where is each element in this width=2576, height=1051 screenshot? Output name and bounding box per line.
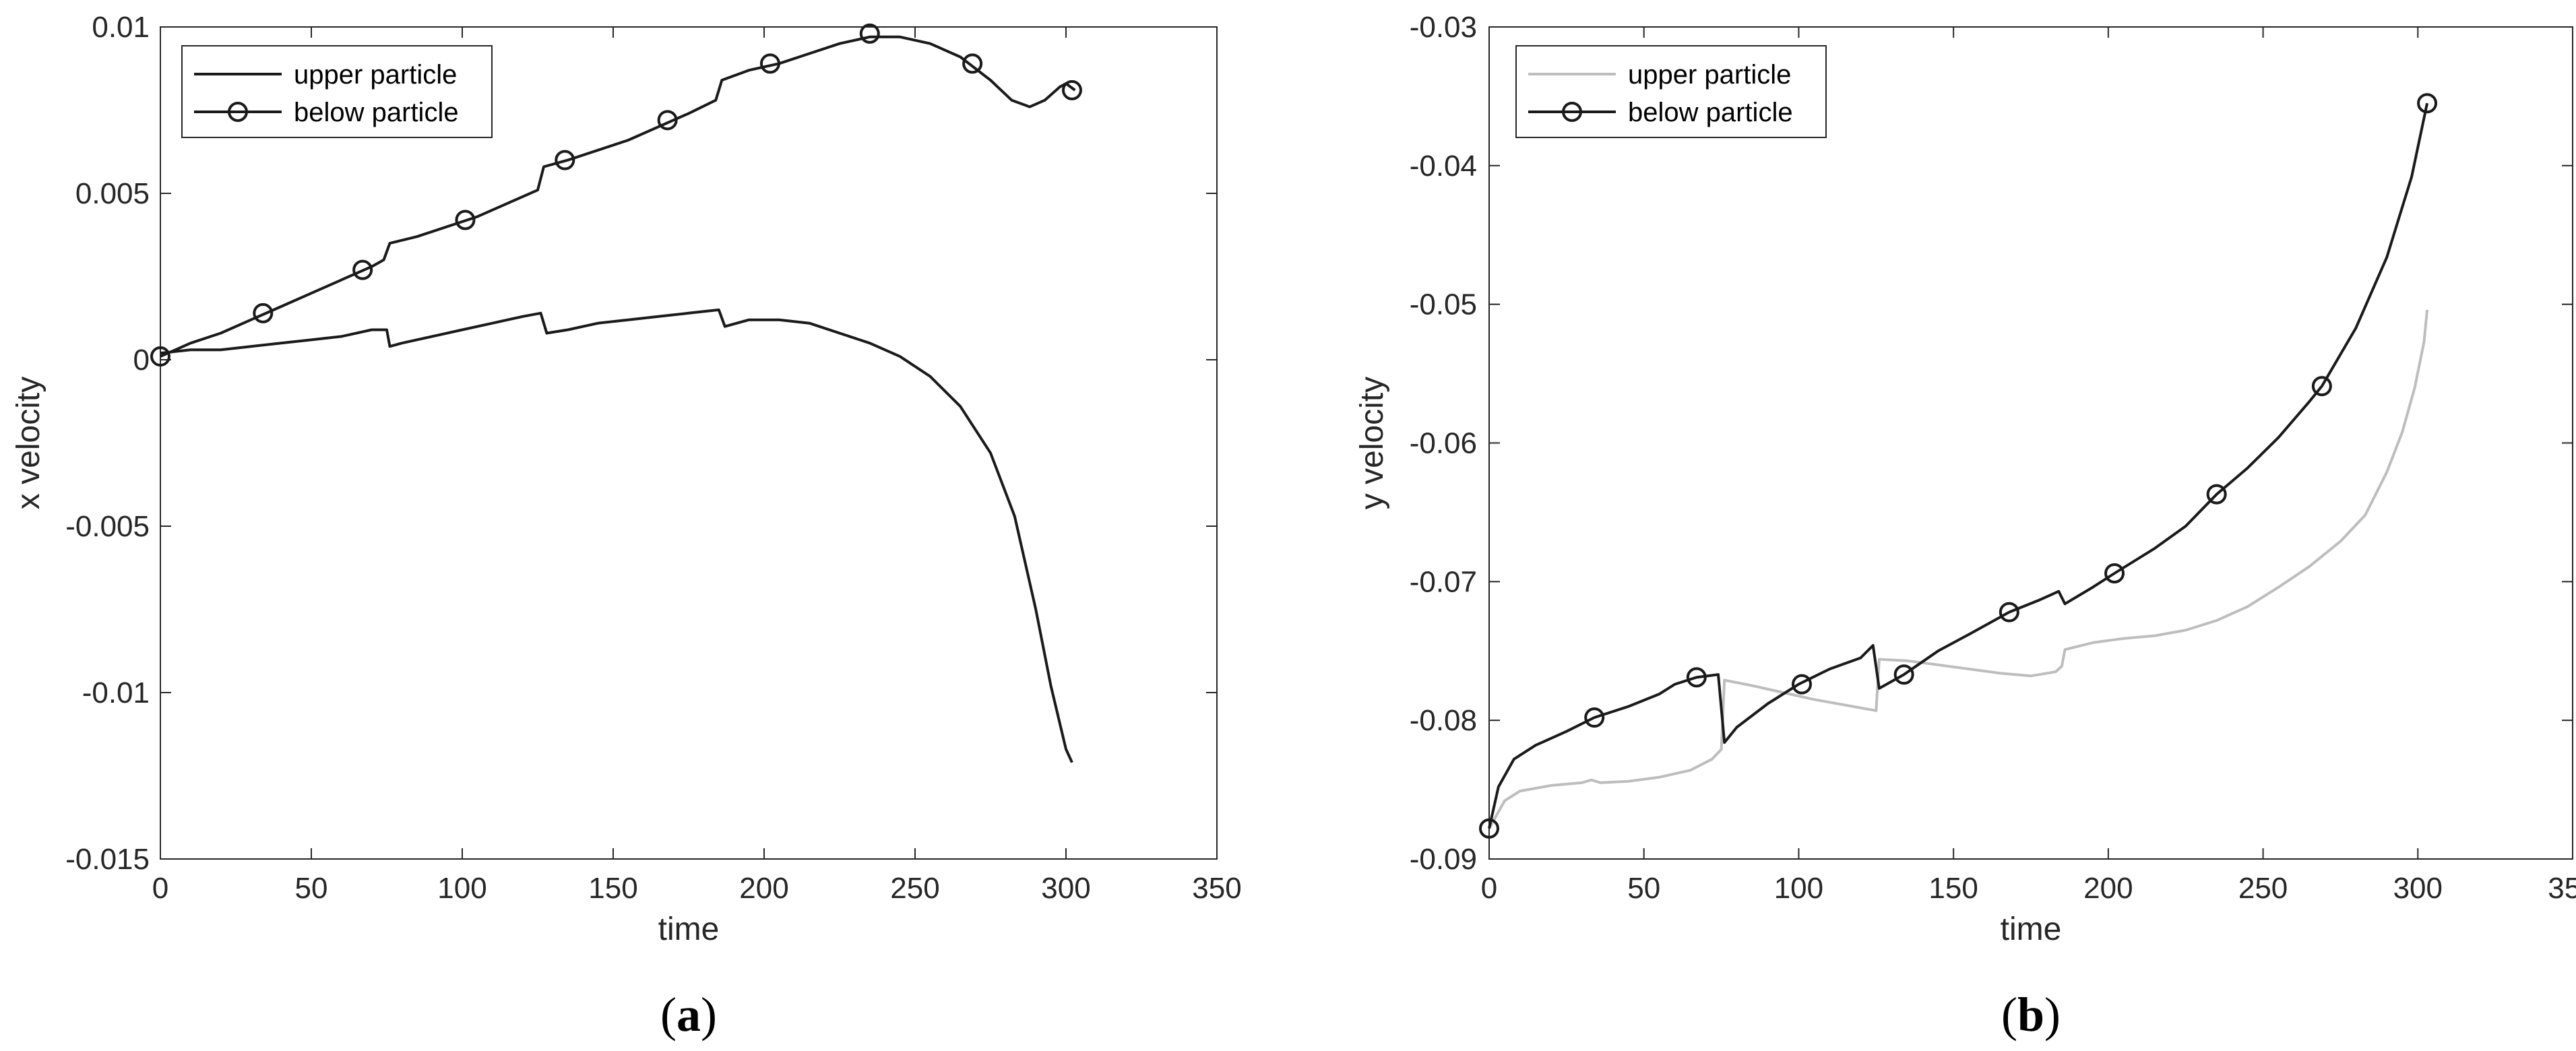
- data-point: [150, 346, 170, 367]
- data-point: [1686, 667, 1707, 688]
- series-line: [160, 35, 1076, 358]
- legend: upper particle below particle: [1515, 45, 1827, 138]
- x-tick-label: 250: [890, 872, 939, 905]
- data-point: [253, 302, 274, 323]
- data-point: [2206, 484, 2227, 505]
- legend: upper particle below particle: [181, 45, 493, 138]
- y-tick-label: 0.005: [75, 177, 150, 210]
- x-tick-label: 250: [2238, 872, 2288, 905]
- y-tick-label: -0.005: [65, 510, 150, 543]
- y-tick-label: -0.05: [1410, 288, 1477, 321]
- series-line: [160, 308, 1073, 763]
- data-point: [962, 53, 983, 74]
- x-axis-label: time: [658, 912, 720, 947]
- series-line: [1488, 102, 2429, 829]
- data-point: [352, 259, 373, 280]
- legend-label: below particle: [294, 98, 459, 127]
- data-point: [2104, 563, 2125, 583]
- data-point: [2311, 376, 2332, 397]
- x-tick-label: 150: [1928, 872, 1978, 905]
- x-tick-label: 150: [588, 872, 637, 905]
- chart-a: 0 50 100 150 200 250 300 350 -0.015 -0.01 -0.005 0 0…: [11, 11, 1242, 1042]
- x-tick-label: 200: [2083, 872, 2133, 905]
- panel-label: (b): [2001, 988, 2061, 1042]
- data-point: [555, 150, 575, 170]
- y-tick-label: -0.07: [1410, 565, 1477, 598]
- x-tick-label: 300: [2393, 872, 2443, 905]
- data-point: [1893, 664, 1914, 685]
- y-tick-label: -0.09: [1410, 843, 1477, 876]
- y-tick-label: -0.06: [1410, 427, 1477, 460]
- data-point: [1061, 79, 1082, 100]
- x-tick-label: 0: [152, 872, 168, 905]
- x-tick-label: 100: [437, 872, 486, 905]
- x-axis-label: time: [2001, 912, 2062, 947]
- plot-area: [1488, 26, 2573, 860]
- y-tick-label: -0.015: [65, 843, 150, 876]
- plot-area: [160, 26, 1218, 860]
- data-point: [657, 110, 678, 131]
- data-point: [1584, 707, 1605, 728]
- data-point: [455, 210, 476, 230]
- x-tick-label: 200: [739, 872, 788, 905]
- series-upper-particle: [160, 308, 1073, 763]
- legend-box: [1515, 45, 1827, 138]
- data-point: [1999, 602, 2019, 623]
- y-tick-label: 0: [133, 344, 150, 377]
- series-line: [1488, 309, 2429, 829]
- legend-box: [181, 45, 493, 138]
- series-upper-particle: [1488, 309, 2429, 829]
- legend-marker: [1562, 102, 1582, 122]
- data-point: [2417, 93, 2438, 114]
- x-tick-label: 350: [1192, 872, 1241, 905]
- y-tick-label: -0.01: [82, 676, 150, 709]
- y-tick-label: -0.08: [1410, 704, 1477, 737]
- chart-b: 0 50 100 150 200 250 300 350 -0.09 -0.08 -0.07 -0.0…: [1354, 11, 2576, 1042]
- x-tick-label: 350: [2548, 872, 2576, 905]
- legend-label: upper particle: [1628, 60, 1791, 90]
- legend-marker: [228, 102, 248, 122]
- x-tick-label: 50: [295, 872, 328, 905]
- x-tick-label: 100: [1774, 872, 1823, 905]
- x-tick-label: 0: [1481, 872, 1497, 905]
- y-tick-label: -0.03: [1410, 11, 1477, 44]
- y-axis-label: y velocity: [1354, 377, 1390, 509]
- data-point: [1792, 674, 1813, 695]
- x-tick-label: 300: [1041, 872, 1090, 905]
- legend-label: below particle: [1628, 98, 1793, 127]
- legend-label: upper particle: [294, 60, 457, 90]
- series-below-particle: [150, 23, 1082, 367]
- series-below-particle: [1479, 93, 2438, 839]
- data-point: [759, 53, 780, 74]
- data-point: [1479, 818, 1499, 839]
- y-tick-label: -0.04: [1410, 150, 1477, 183]
- data-point: [859, 23, 880, 44]
- y-axis-label: x velocity: [11, 377, 46, 509]
- y-tick-label: 0.01: [92, 11, 150, 44]
- x-tick-label: 50: [1627, 872, 1660, 905]
- panel-label: (a): [660, 988, 717, 1042]
